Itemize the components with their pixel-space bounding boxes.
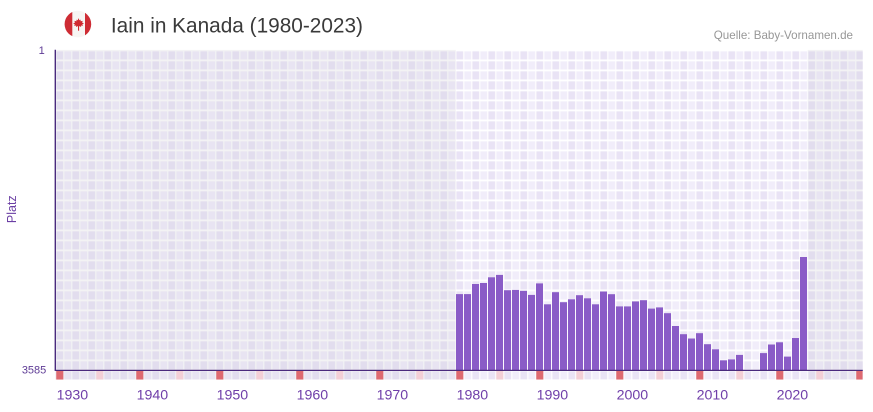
svg-text:2010: 2010 [697,387,729,403]
svg-text:1940: 1940 [137,387,169,403]
svg-text:1980: 1980 [457,387,489,403]
svg-text:1950: 1950 [217,387,249,403]
svg-text:Quelle: Baby-Vornamen.de: Quelle: Baby-Vornamen.de [714,29,853,42]
svg-text:1930: 1930 [57,387,89,403]
svg-text:1970: 1970 [377,387,409,403]
svg-text:1: 1 [39,45,45,57]
svg-text:1990: 1990 [537,387,569,403]
svg-text:Iain in Kanada (1980-2023): Iain in Kanada (1980-2023) [111,14,363,37]
svg-text:2020: 2020 [777,387,809,403]
svg-text:Platz: Platz [5,195,19,223]
svg-text:2000: 2000 [617,387,649,403]
svg-text:1960: 1960 [297,387,329,403]
svg-text:3585: 3585 [22,365,46,377]
